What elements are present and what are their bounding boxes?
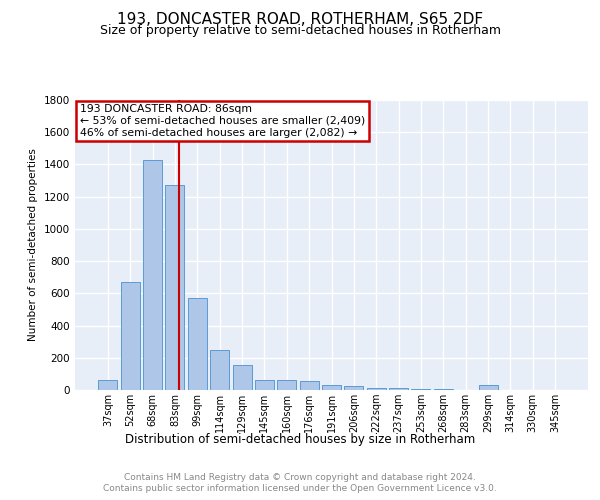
Bar — [277, 380, 296, 390]
Text: Size of property relative to semi-detached houses in Rotherham: Size of property relative to semi-detach… — [100, 24, 500, 37]
Bar — [412, 388, 430, 390]
Bar — [98, 380, 118, 390]
Bar — [166, 184, 184, 390]
Text: Contains HM Land Registry data © Crown copyright and database right 2024.
Contai: Contains HM Land Registry data © Crown c… — [103, 472, 497, 494]
Bar — [210, 350, 229, 390]
Text: 193, DONCASTER ROAD, ROTHERHAM, S65 2DF: 193, DONCASTER ROAD, ROTHERHAM, S65 2DF — [117, 12, 483, 28]
Bar — [121, 282, 140, 390]
Text: Distribution of semi-detached houses by size in Rotherham: Distribution of semi-detached houses by … — [125, 432, 475, 446]
Bar — [188, 298, 207, 390]
Text: 193 DONCASTER ROAD: 86sqm
← 53% of semi-detached houses are smaller (2,409)
46% : 193 DONCASTER ROAD: 86sqm ← 53% of semi-… — [80, 104, 365, 138]
Y-axis label: Number of semi-detached properties: Number of semi-detached properties — [28, 148, 38, 342]
Bar — [344, 386, 364, 390]
Bar — [299, 381, 319, 390]
Bar — [255, 380, 274, 390]
Bar — [322, 385, 341, 390]
Bar — [143, 160, 162, 390]
Bar — [367, 388, 386, 390]
Bar — [233, 365, 251, 390]
Bar — [389, 388, 408, 390]
Bar — [479, 385, 497, 390]
Bar — [434, 389, 453, 390]
